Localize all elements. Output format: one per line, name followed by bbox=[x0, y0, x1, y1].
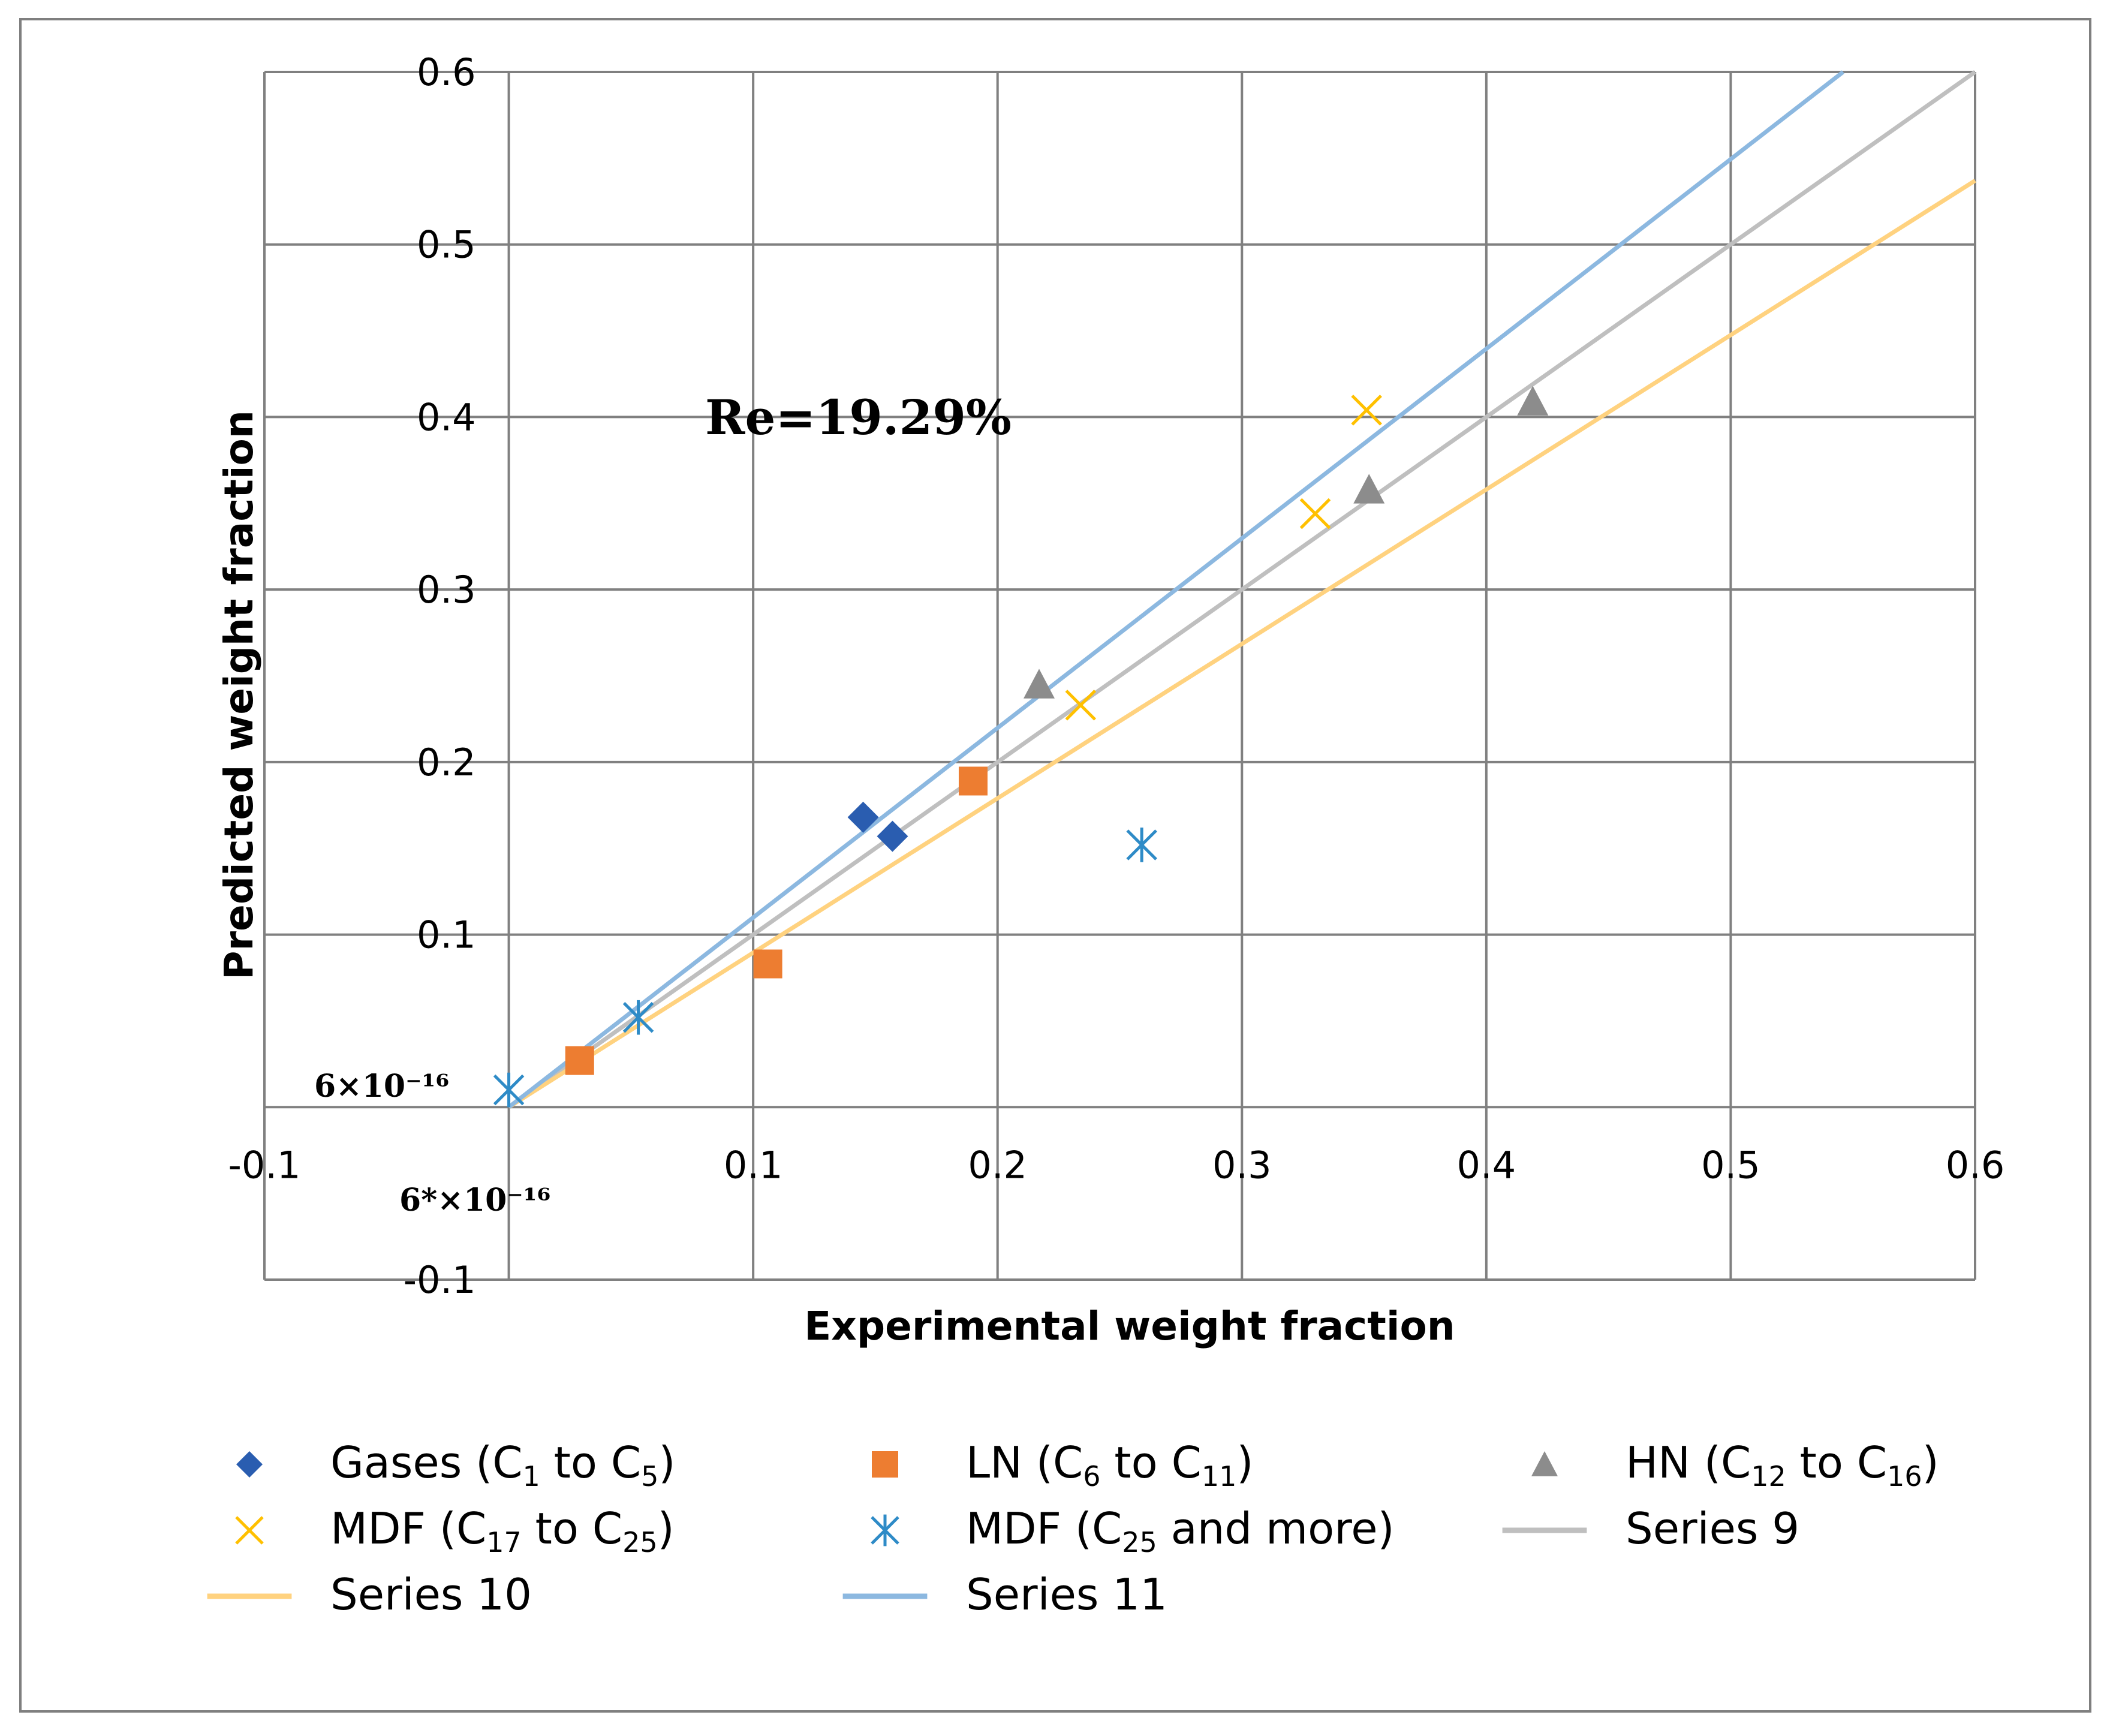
legend-marker bbox=[1531, 1451, 1558, 1476]
fit-lines-layer bbox=[507, 70, 1977, 1109]
legend-marker bbox=[235, 1516, 264, 1545]
legend-marker bbox=[872, 1451, 898, 1478]
y-tick-label: 0.3 bbox=[417, 568, 476, 612]
data-point bbox=[1353, 474, 1385, 504]
x-axis-title: Experimental weight fraction bbox=[804, 1303, 1455, 1349]
y-tick-label: 0.6 bbox=[417, 50, 476, 94]
legend-label: Series 11 bbox=[966, 1569, 1167, 1620]
grid-layer bbox=[263, 71, 1976, 1281]
x-zero-annotation: 6*×10⁻¹⁶ bbox=[399, 1182, 550, 1218]
data-point bbox=[622, 1000, 654, 1035]
x-tick-label: 0.1 bbox=[724, 1143, 783, 1187]
data-point bbox=[1024, 669, 1055, 699]
data-point bbox=[1351, 395, 1382, 426]
data-point bbox=[1517, 386, 1549, 416]
data-point bbox=[1299, 498, 1331, 529]
data-point bbox=[847, 801, 879, 833]
chart-frame: -0.1 0.1 0.2 0.3 0.4 0.5 0.6 0.6 0.5 0.4 0.3 0.2 0.1… bbox=[19, 18, 2091, 1713]
tick-labels-layer: -0.1 0.1 0.2 0.3 0.4 0.5 0.6 0.6 0.5 0.4 0.3 0.2 0.1… bbox=[228, 50, 2005, 1302]
x-tick-label: 0.5 bbox=[1701, 1143, 1760, 1187]
x-tick-label: 0.2 bbox=[968, 1143, 1027, 1187]
data-point bbox=[1065, 690, 1097, 721]
legend-label: Series 10 bbox=[330, 1569, 532, 1620]
legend-label: Gases (C1 to C5) bbox=[330, 1437, 675, 1493]
y-tick-label: 0.5 bbox=[417, 223, 476, 267]
data-points-layer bbox=[493, 386, 1549, 1108]
y-tick-label: 0.1 bbox=[417, 913, 476, 957]
legend-label: Series 9 bbox=[1626, 1503, 1799, 1554]
data-point bbox=[877, 820, 908, 852]
data-point bbox=[753, 949, 782, 979]
x-tick-label: 0.6 bbox=[1946, 1143, 2005, 1187]
y-tick-label: 0.4 bbox=[417, 395, 476, 439]
x-tick-label: 0.4 bbox=[1457, 1143, 1516, 1187]
legend-label: HN (C12 to C16) bbox=[1626, 1437, 1939, 1493]
y-tick-label: 0.2 bbox=[417, 741, 476, 784]
y-axis-title: Predicted weight fraction bbox=[216, 410, 262, 980]
x-tick-label: -0.1 bbox=[228, 1143, 301, 1187]
series-line bbox=[507, 179, 1976, 1109]
chart-svg: -0.1 0.1 0.2 0.3 0.4 0.5 0.6 0.6 0.5 0.4 0.3 0.2 0.1… bbox=[207, 50, 2005, 1620]
x-tick-label: 0.3 bbox=[1212, 1143, 1272, 1187]
data-point bbox=[1126, 828, 1157, 862]
legend-label: MDF (C17 to C25) bbox=[330, 1503, 675, 1559]
legend-marker bbox=[871, 1514, 899, 1547]
data-point bbox=[958, 766, 988, 796]
data-point bbox=[565, 1046, 594, 1075]
legend-label: LN (C6 to C11) bbox=[966, 1437, 1253, 1493]
y-tick-label: -0.1 bbox=[404, 1258, 476, 1302]
y-zero-annotation: 6×10⁻¹⁶ bbox=[314, 1068, 449, 1105]
legend-label: MDF (C25 and more) bbox=[966, 1503, 1395, 1559]
re-annotation: Re=19.29% bbox=[705, 389, 1012, 446]
series-line bbox=[507, 70, 1977, 1109]
legend-marker bbox=[236, 1451, 263, 1478]
legend: Gases (C1 to C5) LN (C6 to C11) HN (C12 to… bbox=[207, 1437, 1939, 1620]
series-line bbox=[507, 70, 1845, 1109]
data-point bbox=[493, 1072, 525, 1108]
